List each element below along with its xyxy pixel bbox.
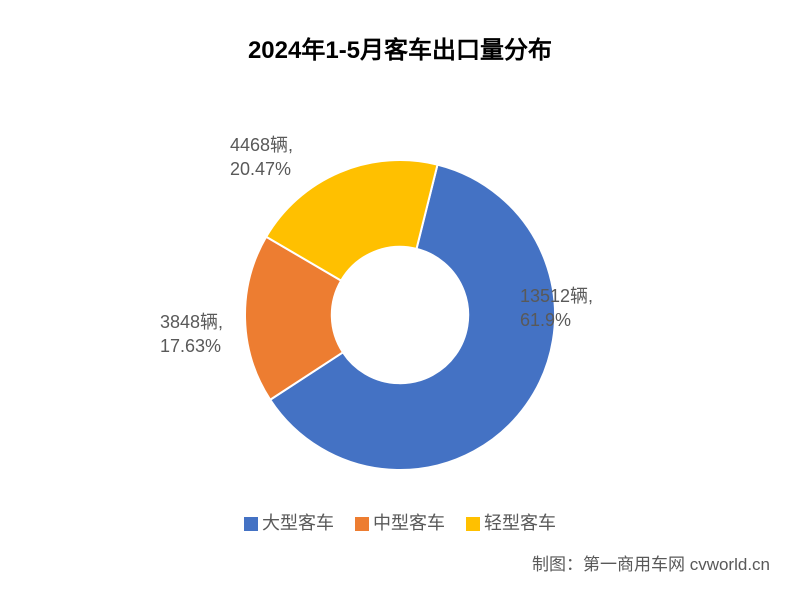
legend-item-2: 轻型客车 [466,509,556,535]
chart-title: 2024年1-5月客车出口量分布 [0,30,800,65]
donut-chart [245,160,555,470]
credit-line: 制图：第一商用车网 cvworld.cn [532,550,770,575]
label-series-0: 13512辆, 61.9% [520,284,593,333]
legend-item-0: 大型客车 [244,509,334,535]
legend-swatch-0 [244,517,258,531]
label-series-0-line2: 61.9% [520,310,571,330]
label-series-2: 4468辆, 20.47% [230,133,293,182]
legend-label-1: 中型客车 [373,513,445,533]
legend-label-2: 轻型客车 [484,513,556,533]
legend-item-1: 中型客车 [355,509,445,535]
legend-swatch-1 [355,517,369,531]
label-series-1-line1: 3848辆, [160,312,223,332]
donut-wrap [245,160,555,470]
legend-swatch-2 [466,517,480,531]
label-series-0-line1: 13512辆, [520,286,593,306]
legend: 大型客车 中型客车 轻型客车 [0,509,800,535]
label-series-2-line2: 20.47% [230,159,291,179]
chart-container: 2024年1-5月客车出口量分布 13512辆, 61.9% 3848辆, 17… [0,0,800,595]
label-series-1: 3848辆, 17.63% [160,310,223,359]
label-series-1-line2: 17.63% [160,336,221,356]
label-series-2-line1: 4468辆, [230,135,293,155]
legend-label-0: 大型客车 [262,513,334,533]
